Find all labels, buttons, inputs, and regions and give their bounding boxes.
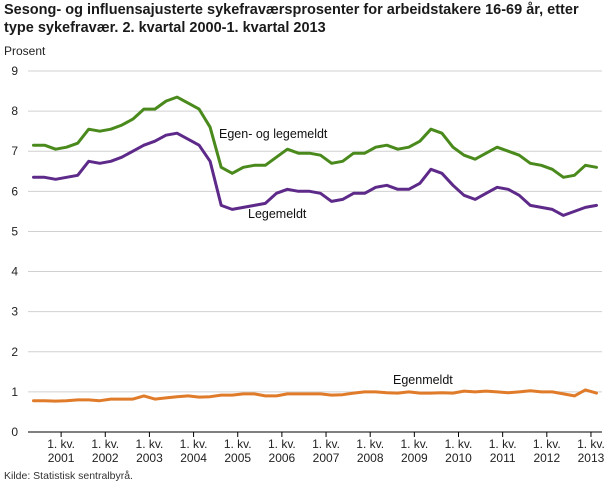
x-tick-year-2010: 2010 [445, 451, 472, 465]
x-tick-year-2004: 2004 [180, 451, 207, 465]
y-tick-label-6: 6 [11, 184, 18, 198]
x-tick-year-2006: 2006 [269, 451, 296, 465]
x-tick-prefix-2013: 1. kv. [577, 437, 605, 451]
y-tick-label-0: 0 [11, 425, 18, 439]
x-tick-year-2011: 2011 [490, 451, 516, 465]
y-tick-label-4: 4 [11, 265, 18, 279]
chart-title: Sesong- og influensajusterte sykefraværs… [4, 2, 579, 36]
x-tick-year-2008: 2008 [357, 451, 384, 465]
x-tick-prefix-2012: 1. kv. [533, 437, 561, 451]
x-tick-prefix-2001: 1. kv. [47, 437, 75, 451]
x-tick-prefix-2003: 1. kv. [136, 437, 164, 451]
y-tick-label-9: 9 [11, 64, 18, 78]
x-tick-prefix-2009: 1. kv. [400, 437, 428, 451]
x-tick-prefix-2007: 1. kv. [312, 437, 340, 451]
annotation-legemeldt: Legemeldt [248, 207, 307, 221]
y-tick-label-8: 8 [11, 104, 18, 118]
y-tick-label-7: 7 [11, 144, 18, 158]
y-tick-label-5: 5 [11, 224, 18, 238]
x-tick-year-2002: 2002 [92, 451, 119, 465]
x-tick-prefix-2006: 1. kv. [268, 437, 296, 451]
series-line-egen-og-legemeldt [32, 95, 598, 179]
y-tick-label-1: 1 [11, 385, 18, 399]
annotation-egenmeldt: Egenmeldt [393, 373, 453, 387]
x-tick-year-2013: 2013 [578, 451, 605, 465]
x-tick-prefix-2008: 1. kv. [356, 437, 384, 451]
x-tick-prefix-2011: 1. kv. [489, 437, 517, 451]
x-tick-prefix-2010: 1. kv. [445, 437, 473, 451]
y-tick-label-3: 3 [11, 305, 18, 319]
annotation-egen-og-legemeldt: Egen- og legemeldt [219, 127, 328, 141]
y-axis-label: Prosent [4, 44, 46, 58]
x-tick-year-2009: 2009 [401, 451, 428, 465]
grid-lines [28, 70, 602, 433]
series-line-legemeldt [32, 131, 598, 217]
x-tick-prefix-2002: 1. kv. [91, 437, 119, 451]
series-line-egenmeldt [32, 388, 598, 403]
source-note: Kilde: Statistisk sentralbyrå. [4, 470, 133, 482]
x-tick-year-2012: 2012 [533, 451, 560, 465]
x-tick-prefix-2004: 1. kv. [180, 437, 208, 451]
x-tick-year-2005: 2005 [224, 451, 251, 465]
series-lines [32, 95, 598, 403]
series-annotations: Egen- og legemeldt Legemeldt Egenmeldt [219, 127, 453, 387]
y-tick-label-2: 2 [11, 345, 18, 359]
x-tick-prefix-2005: 1. kv. [224, 437, 252, 451]
x-tick-year-2003: 2003 [136, 451, 163, 465]
x-tick-year-2001: 2001 [48, 451, 75, 465]
y-tick-labels: 0 1 2 3 4 5 6 7 8 9 [11, 64, 18, 439]
x-tick-year-2007: 2007 [313, 451, 340, 465]
